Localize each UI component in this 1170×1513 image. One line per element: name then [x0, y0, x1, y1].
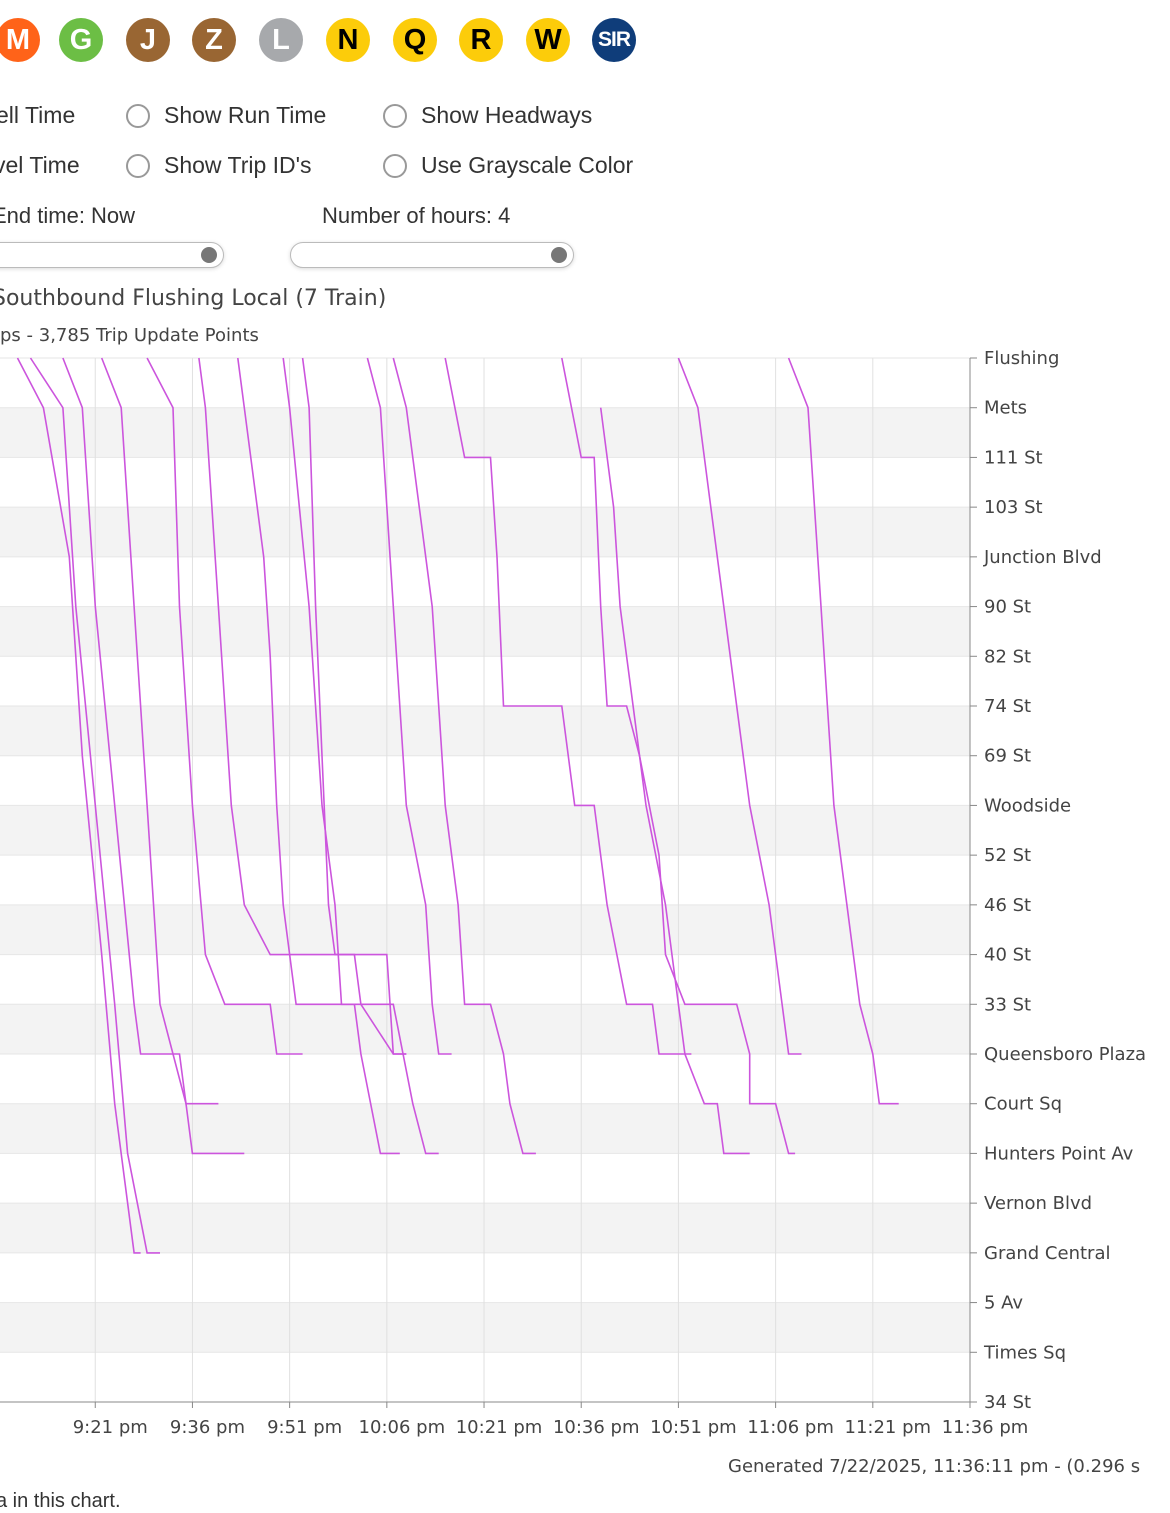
station-label: Hunters Point Av: [984, 1143, 1134, 1164]
x-tick-label: 10:36 pm: [553, 1417, 640, 1438]
line-bullet-m[interactable]: M: [0, 18, 40, 62]
trip-line: [146, 357, 303, 1055]
x-tick-label: 9:36 pm: [170, 1417, 245, 1438]
line-bullet-n[interactable]: N: [326, 18, 370, 62]
show-trip-ids-label: Show Trip ID's: [164, 152, 312, 178]
use-grayscale-label: Use Grayscale Color: [421, 152, 634, 178]
station-band: [0, 606, 970, 657]
hours-slider-handle[interactable]: [551, 247, 567, 263]
station-label: Mets: [984, 398, 1027, 419]
chart-title: Southbound Flushing Local (7 Train): [0, 286, 387, 311]
trip-line: [100, 357, 245, 1155]
station-band: [0, 1203, 970, 1253]
show-trip-ids-radio[interactable]: [126, 153, 150, 178]
station-label: Times Sq: [983, 1342, 1066, 1363]
station-label: 34 St: [984, 1392, 1031, 1413]
end-time-label: End time: Now: [0, 203, 136, 228]
station-label: 111 St: [984, 447, 1043, 468]
station-band: [0, 904, 970, 955]
line-bullet-g[interactable]: G: [59, 18, 103, 62]
station-label: Grand Central: [984, 1243, 1110, 1264]
line-bullet-j[interactable]: J: [126, 18, 170, 62]
station-label: 74 St: [984, 696, 1031, 717]
trip-line: [62, 357, 219, 1105]
x-tick-label: 9:51 pm: [267, 1417, 342, 1438]
trip-line: [444, 357, 692, 1055]
station-label: 40 St: [984, 945, 1031, 966]
station-label: Vernon Blvd: [984, 1193, 1092, 1214]
option-show-travel-time[interactable]: vel Time: [0, 152, 80, 179]
trip-line: [237, 357, 400, 1155]
trip-line: [677, 357, 802, 1055]
show-run-time-label: Show Run Time: [164, 102, 327, 128]
chart-subtitle: ps - 3,785 Trip Update Points: [0, 325, 259, 346]
option-show-trip-ids[interactable]: Show Trip ID's: [126, 152, 312, 179]
show-headways-label: Show Headways: [421, 102, 593, 128]
station-label: 69 St: [984, 746, 1031, 767]
generated-footer: Generated 7/22/2025, 11:36:11 pm - (0.29…: [728, 1456, 1141, 1477]
x-tick-label: 10:06 pm: [359, 1417, 446, 1438]
line-bullet-sir[interactable]: SIR: [592, 18, 636, 62]
line-bullet-z[interactable]: Z: [192, 18, 236, 62]
show-headways-radio[interactable]: [383, 103, 407, 128]
end-time-slider-handle[interactable]: [201, 247, 217, 263]
station-label: Flushing: [984, 348, 1059, 369]
trip-line: [198, 357, 407, 1055]
trip-line: [787, 357, 899, 1105]
trip-line: [29, 357, 160, 1254]
station-band: [0, 407, 970, 458]
line-bullet-q[interactable]: Q: [393, 18, 437, 62]
station-band: [0, 1302, 970, 1353]
station-band: [0, 706, 970, 756]
x-tick-label: 11:06 pm: [747, 1417, 834, 1438]
show-run-time-radio[interactable]: [126, 103, 150, 128]
trip-line: [301, 357, 407, 1055]
end-time-slider[interactable]: [0, 242, 224, 268]
hours-slider[interactable]: [290, 242, 574, 268]
trip-line: [16, 357, 141, 1254]
x-tick-label: 9:21 pm: [73, 1417, 148, 1438]
x-tick-label: 11:36 pm: [942, 1417, 1029, 1438]
show-travel-time-label: vel Time: [0, 152, 80, 178]
station-band: [0, 1103, 970, 1154]
option-show-run-time[interactable]: Show Run Time: [126, 102, 326, 129]
trip-line: [392, 357, 536, 1155]
x-tick-label: 10:51 pm: [650, 1417, 737, 1438]
station-label: 33 St: [984, 994, 1031, 1015]
chart-note: a in this chart.: [0, 1490, 121, 1512]
station-label: Woodside: [984, 795, 1071, 816]
hours-label: Number of hours: 4: [322, 203, 511, 228]
station-label: 103 St: [984, 497, 1043, 518]
subway-line-selector: M G J Z L N Q R W SIR: [0, 15, 700, 67]
line-bullet-w[interactable]: W: [526, 18, 570, 62]
trip-line: [561, 357, 796, 1155]
station-label: 46 St: [984, 895, 1031, 916]
x-tick-label: 10:21 pm: [456, 1417, 543, 1438]
option-use-grayscale[interactable]: Use Grayscale Color: [383, 152, 633, 179]
station-label: Queensboro Plaza: [984, 1044, 1146, 1065]
station-label: 82 St: [984, 646, 1031, 667]
line-bullet-r[interactable]: R: [459, 18, 503, 62]
station-label: Court Sq: [984, 1094, 1062, 1115]
option-show-dwell-time[interactable]: ell Time: [0, 102, 75, 129]
x-tick-label: 11:21 pm: [845, 1417, 932, 1438]
trip-line: [599, 407, 750, 1155]
station-band: [0, 1004, 970, 1054]
string-chart: 9:21 pm 9:36 pm 9:51 pm 10:06 pm 10:21 pm 10:…: [0, 348, 1146, 1438]
station-label: 5 Av: [984, 1293, 1023, 1314]
station-label: Junction Blvd: [983, 547, 1102, 568]
station-label: 90 St: [984, 597, 1031, 618]
station-label: 52 St: [984, 845, 1031, 866]
trip-line: [366, 357, 452, 1055]
show-dwell-time-label: ell Time: [0, 102, 76, 128]
station-band: [0, 805, 970, 856]
use-grayscale-radio[interactable]: [383, 153, 407, 178]
station-band: [0, 507, 970, 557]
option-show-headways[interactable]: Show Headways: [383, 102, 592, 129]
line-bullet-l[interactable]: L: [259, 18, 303, 62]
